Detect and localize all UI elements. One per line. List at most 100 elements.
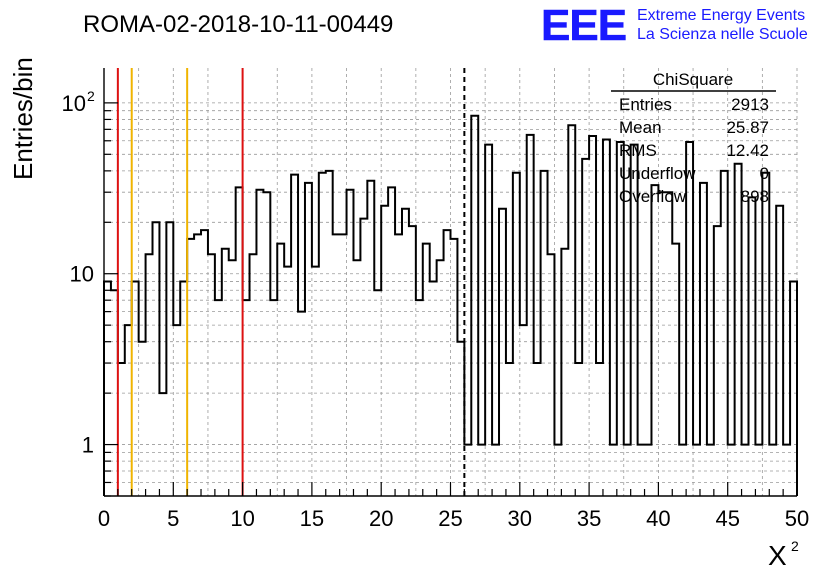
histogram-bin bbox=[353, 260, 360, 496]
stats-label: Mean bbox=[619, 118, 662, 137]
histogram-bin bbox=[319, 173, 326, 496]
histogram-bin bbox=[762, 173, 769, 496]
x-axis-ticks: 0 5 10 15 20 25 30 35 40 45 50 bbox=[98, 482, 809, 531]
histogram-bin bbox=[367, 181, 374, 496]
histogram-bin bbox=[402, 209, 409, 496]
histogram-bin bbox=[665, 192, 672, 496]
histogram-bin bbox=[451, 239, 458, 496]
histogram-bin bbox=[125, 325, 132, 496]
x-tick-label: 20 bbox=[369, 506, 393, 531]
histogram-bin bbox=[714, 226, 721, 496]
x-tick-label: 0 bbox=[98, 506, 110, 531]
stats-value: 25.87 bbox=[726, 118, 769, 137]
histogram-bin bbox=[527, 135, 534, 496]
histogram-bin bbox=[263, 192, 270, 496]
x-tick-label: 40 bbox=[646, 506, 670, 531]
x-axis-label-main: X bbox=[768, 540, 787, 571]
stats-title: ChiSquare bbox=[653, 70, 733, 89]
x-tick-label: 5 bbox=[167, 506, 179, 531]
histogram-bin bbox=[173, 325, 180, 496]
histogram-bin bbox=[153, 222, 160, 496]
histogram-bin bbox=[541, 171, 548, 496]
eee-logo-mark: EEE bbox=[541, 1, 626, 50]
y-tick-label: 1 bbox=[82, 433, 94, 458]
x-tick-label: 50 bbox=[785, 506, 809, 531]
histogram-bin bbox=[229, 260, 236, 496]
histogram-bin bbox=[603, 140, 610, 496]
stats-label: Entries bbox=[619, 95, 672, 114]
histogram-bin bbox=[457, 342, 464, 496]
histogram-bin bbox=[312, 267, 319, 496]
histogram-bin bbox=[409, 226, 416, 496]
histogram-bin bbox=[471, 116, 478, 496]
histogram-bin bbox=[520, 325, 527, 496]
x-tick-label: 45 bbox=[715, 506, 739, 531]
histogram-bin bbox=[748, 197, 755, 496]
chart-title: ROMA-02-2018-10-11-00449 bbox=[83, 11, 393, 38]
histogram-bin bbox=[256, 190, 263, 496]
histogram-bin bbox=[506, 363, 513, 496]
stats-label: Underflow bbox=[619, 164, 696, 183]
histogram-bin bbox=[326, 171, 333, 496]
histogram-bars bbox=[103, 114, 798, 496]
histogram-bin bbox=[686, 142, 693, 496]
histogram-bin bbox=[596, 363, 603, 496]
histogram-bin bbox=[104, 282, 111, 496]
histogram-bin bbox=[700, 183, 707, 496]
histogram-bin bbox=[243, 300, 250, 496]
histogram-bin bbox=[534, 363, 541, 496]
histogram-bin bbox=[568, 125, 575, 496]
reference-lines bbox=[116, 68, 466, 496]
stats-value: 898 bbox=[741, 187, 769, 206]
histogram-bin bbox=[222, 249, 229, 496]
logo-line-2: La Scienza nelle Scuole bbox=[637, 26, 808, 43]
histogram-bin bbox=[485, 145, 492, 496]
histogram-series-chisquare bbox=[103, 114, 798, 496]
stats-label: RMS bbox=[619, 141, 657, 160]
histogram-bin bbox=[132, 282, 139, 496]
y-tick-label-sup: 2 bbox=[87, 88, 95, 104]
stats-rows: Entries 2913 Mean 25.87 RMS 12.42 Underflow 0 Ov… bbox=[619, 95, 769, 206]
histogram-bin bbox=[651, 185, 658, 496]
x-axis-label: X 2 bbox=[768, 538, 799, 571]
stats-value: 0 bbox=[760, 164, 769, 183]
histogram-bin bbox=[658, 192, 665, 496]
eee-logo: EEE Extreme Energy Events La Scienza nel… bbox=[541, 1, 808, 51]
histogram-bin bbox=[721, 171, 728, 496]
histogram-bin bbox=[270, 300, 277, 496]
histogram-bin bbox=[582, 159, 589, 496]
histogram-bin bbox=[790, 282, 797, 496]
histogram-bin bbox=[513, 173, 520, 496]
y-tick-label: 10 bbox=[70, 262, 94, 287]
stats-value: 12.42 bbox=[726, 141, 769, 160]
x-tick-label: 30 bbox=[508, 506, 532, 531]
y-tick-label: 10 bbox=[62, 91, 86, 116]
histogram-bin bbox=[305, 183, 312, 496]
histogram-bin bbox=[284, 267, 291, 496]
histogram-bin bbox=[187, 239, 194, 496]
histogram-bin bbox=[416, 300, 423, 496]
x-tick-label: 15 bbox=[300, 506, 324, 531]
stats-box: ChiSquare Entries 2913 Mean 25.87 RMS 12.42 Un… bbox=[611, 70, 776, 206]
histogram-bin bbox=[499, 209, 506, 496]
x-tick-label: 25 bbox=[438, 506, 462, 531]
histogram-bin bbox=[437, 260, 444, 496]
histogram-bin bbox=[298, 312, 305, 496]
histogram-bin bbox=[215, 300, 222, 496]
histogram-bin bbox=[347, 190, 354, 496]
histogram-bin bbox=[118, 363, 125, 496]
histogram-bin bbox=[561, 249, 568, 496]
logo-line-1: Extreme Energy Events bbox=[637, 7, 805, 24]
histogram-bin bbox=[735, 164, 742, 496]
histogram-bin bbox=[291, 175, 298, 496]
y-axis-label: Entries/bin bbox=[8, 57, 38, 180]
histogram-bin bbox=[166, 222, 173, 496]
x-tick-label: 10 bbox=[230, 506, 254, 531]
stats-label: Overflow bbox=[619, 187, 687, 206]
histogram-bin bbox=[360, 219, 367, 496]
x-axis-label-sup: 2 bbox=[791, 538, 799, 554]
stats-value: 2913 bbox=[731, 95, 769, 114]
histogram-bin bbox=[430, 282, 437, 496]
